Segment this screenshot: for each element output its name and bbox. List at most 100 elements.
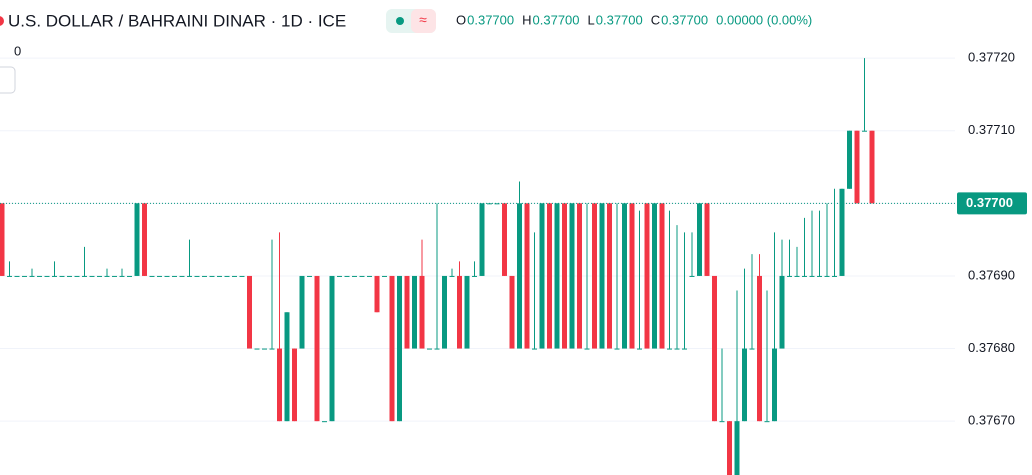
candle-body [644,203,650,349]
symbol-icon[interactable] [0,16,4,26]
y-tick-label: 0.37690 [968,267,1015,282]
candle-body [674,348,680,350]
plot-area [0,58,955,475]
candle-body [457,275,462,349]
candle-body [359,275,365,277]
y-tick-label: 0.37680 [968,340,1015,355]
candle-body [569,203,575,349]
candle-body [809,275,815,277]
candle-body [284,312,290,422]
candle-body [337,275,342,277]
candle-body [29,275,35,277]
candle-body [494,203,500,205]
candle-body [187,275,192,277]
candle-body [37,275,42,277]
candle-body [247,275,252,349]
candle-body [524,203,530,349]
y-tick-label: 0.37720 [968,50,1015,65]
candle-body [389,275,395,422]
candle-body [517,203,522,349]
candle-body [547,203,552,349]
candle-body [794,275,800,277]
candle-body [404,275,410,349]
last-price-badge [957,192,1027,215]
candle-body [562,203,567,349]
candle-body [254,348,260,350]
candle-body [652,203,657,349]
candle-body [374,275,380,313]
candle-body [554,203,560,349]
candle-body [622,203,627,349]
candle-body [67,275,72,277]
candle-body [464,275,470,349]
legend-value: 0.37700 [596,12,643,27]
candle-body [599,203,605,349]
candle-body [832,275,837,277]
candle-body [749,348,755,350]
candle-body [397,275,402,422]
y-tick-label: 0.37710 [968,122,1015,137]
market-open-dot [396,17,404,25]
candle-body [772,348,777,422]
candle-body [14,275,20,277]
legend-label: C [651,12,660,27]
price-axis: 0.37720 0.37710 0.37700 0.37690 0.37680 0.376… [957,50,1027,428]
candle-body [584,348,590,350]
candle-body [299,275,305,349]
chart-title: U.S. DOLLAR / BAHRAINI DINAR · 1D · ICE [8,11,346,30]
candle-body [172,275,177,277]
candle-body [787,275,792,277]
candle-body [149,275,155,277]
candle-body [659,203,665,349]
candle-body [97,275,102,277]
candle-body [382,275,387,277]
candle-body [539,203,545,349]
candle-body [449,275,455,277]
legend-value: 0.37700 [533,12,580,27]
indicator-count: 0 [14,43,21,58]
candle-body [52,275,57,277]
candle-body [179,275,185,277]
candle-body [277,348,282,422]
status-pill-right [411,9,436,33]
candle-body [134,203,140,276]
candle-body [479,203,485,276]
candle-body [697,203,702,276]
ohlc-legend: O 0.37700 H 0.37700 L 0.37700 C 0.37700 0.00000 … [456,12,812,27]
candle-body [862,130,867,132]
candle-body [847,130,852,189]
legend-label: O [456,12,466,27]
candle-body [712,275,717,422]
candle-body [217,275,222,277]
candle-body [637,348,642,350]
candle-body [367,275,372,277]
candle-body [802,275,807,277]
candle-body [629,203,635,349]
candle-body [419,275,425,349]
candle-body [202,275,207,277]
candle-body [577,203,582,349]
candle-body [779,275,785,349]
candle-body [442,275,447,349]
candle-body [104,275,110,277]
candle-body [532,348,537,350]
candle-body [817,275,822,277]
candle-body [232,275,237,277]
candle-body [509,275,515,349]
candle-body [142,203,147,276]
candle-body [119,275,125,277]
candle-body [854,130,860,204]
candle-body [292,348,297,422]
candle-body [194,275,200,277]
y-tick-label: 0.37670 [968,413,1015,428]
candle-body [209,275,215,277]
candle-body [757,275,762,422]
legend-value: 0.37700 [661,12,708,27]
last-price-label: 0.37700 [966,195,1013,210]
candle-body [164,275,170,277]
candle-body [704,203,710,276]
candle-body [307,275,312,277]
collapse-button[interactable] [0,66,16,94]
